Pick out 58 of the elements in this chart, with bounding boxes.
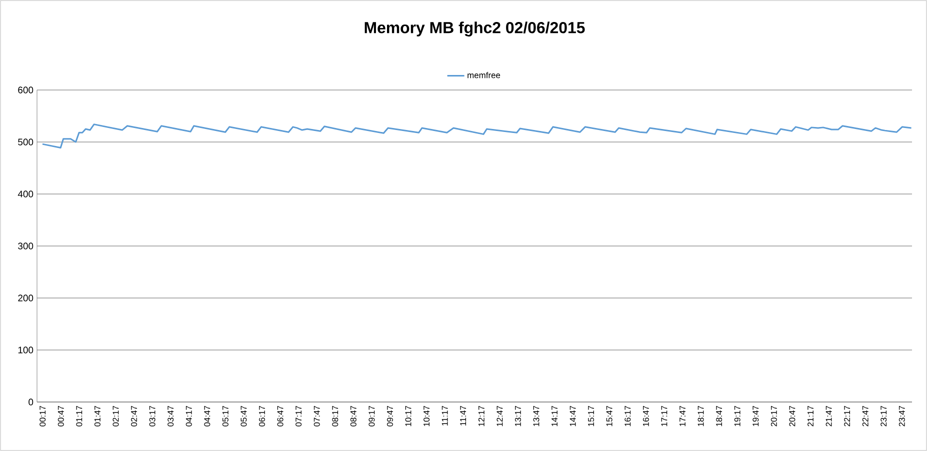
x-tick-label: 14:17 (552, 406, 558, 426)
x-tick-label: 20:47 (789, 406, 796, 426)
x-tick-label: 17:17 (661, 406, 668, 426)
x-tick-label: 05:47 (240, 406, 247, 426)
x-tick-label: 03:47 (168, 406, 174, 426)
x-tick-label: 23:47 (898, 406, 905, 426)
y-tick-label: 500 (18, 138, 34, 146)
x-tick-label: 11:17 (442, 406, 448, 426)
x-tick-label: 04:17 (186, 406, 192, 426)
x-tick-label: 11:47 (460, 406, 466, 426)
x-tick-label: 09:47 (386, 406, 393, 426)
x-tick-label: 12:17 (478, 406, 484, 426)
x-tick-label: 18:47 (716, 406, 722, 426)
x-tick-label: 22:17 (844, 406, 850, 426)
y-tick-label: 600 (18, 86, 34, 94)
legend-label: memfree (468, 72, 500, 78)
x-tick-label: 10:17 (405, 406, 412, 426)
x-tick-label: 23:17 (880, 406, 887, 426)
x-tick-label: 03:17 (149, 406, 156, 426)
x-tick-label: 21:17 (808, 406, 814, 426)
line-series (42, 124, 912, 148)
x-tick-label: 22:47 (862, 406, 868, 426)
x-tick-label: 08:17 (332, 406, 338, 426)
x-tick-label: 07:17 (296, 406, 302, 426)
chart-title: Memory MB fghc2 02/06/2015 (364, 22, 585, 36)
x-tick-label: 08:47 (350, 406, 356, 426)
x-tick-label: 00:17 (40, 406, 46, 426)
x-tick-label: 18:17 (698, 406, 704, 426)
x-tick-label: 07:47 (314, 406, 320, 426)
y-tick-label: 200 (18, 294, 34, 302)
x-tick-label: 19:17 (734, 406, 740, 426)
x-tick-label: 02:17 (112, 406, 119, 426)
x-tick-label: 01:17 (76, 406, 82, 426)
x-tick-label: 15:17 (588, 406, 594, 426)
x-tick-label: 02:47 (131, 406, 138, 426)
y-tick-label: 400 (18, 190, 34, 198)
x-tick-label: 16:47 (642, 406, 649, 426)
x-tick-label: 13:47 (533, 406, 540, 426)
y-tick-label: 300 (18, 242, 34, 250)
x-tick-label: 12:47 (496, 406, 503, 426)
x-tick-label: 19:47 (752, 406, 759, 426)
x-tick-label: 10:47 (424, 406, 430, 426)
x-tick-label: 06:17 (259, 406, 265, 426)
x-tick-label: 09:17 (368, 406, 375, 426)
x-tick-label: 16:17 (624, 406, 631, 426)
x-tick-label: 17:47 (680, 406, 686, 426)
x-tick-label: 05:17 (222, 406, 228, 426)
x-tick-label: 04:47 (204, 406, 210, 426)
x-tick-label: 06:47 (277, 406, 284, 426)
x-tick-label: 21:47 (826, 406, 832, 426)
x-tick-label: 13:17 (514, 406, 521, 426)
x-tick-label: 14:47 (570, 406, 576, 426)
x-tick-label: 00:47 (58, 406, 64, 426)
y-tick-label: 100 (18, 346, 34, 354)
x-tick-label: 01:47 (94, 406, 100, 426)
x-tick-label: 20:17 (770, 406, 777, 426)
x-tick-label: 15:47 (606, 406, 612, 426)
y-tick-label: 0 (28, 398, 34, 406)
